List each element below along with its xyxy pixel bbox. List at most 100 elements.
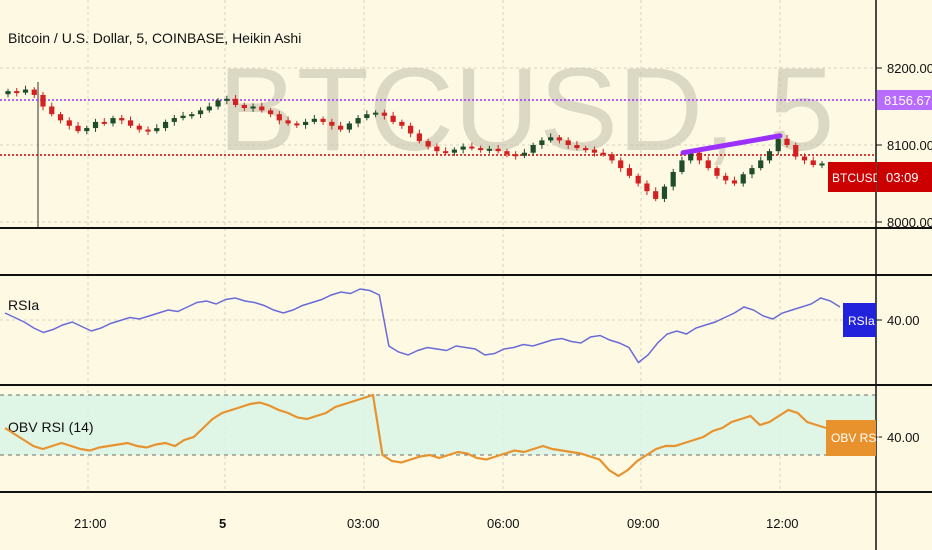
candle-body	[425, 141, 431, 147]
time-label-0600: 06:00	[487, 516, 520, 531]
candle-body	[127, 120, 134, 126]
candle-body	[784, 138, 790, 145]
candle-body	[294, 123, 300, 126]
price-label-8000: 8000.00	[887, 215, 932, 230]
obv-scale-label: 40.00	[887, 430, 920, 445]
candle-body	[548, 137, 554, 141]
candle-body	[521, 152, 528, 156]
purple-level-badge[interactable]	[877, 90, 932, 110]
btcusd-symbol-badge-text: BTCUSD	[832, 171, 882, 185]
candle-body	[241, 104, 247, 109]
candle-body	[364, 114, 370, 119]
rsia-scale[interactable]: 40.00 RSIa	[843, 303, 920, 337]
candle-body	[180, 115, 186, 119]
time-label-2100: 21:00	[74, 516, 107, 531]
obv-rsi-badge-text: OBV RSI	[831, 431, 880, 445]
time-label-day-5: 5	[219, 516, 226, 531]
time-label-0300: 03:00	[347, 516, 380, 531]
candle-body	[136, 125, 142, 130]
candle-body	[145, 129, 151, 132]
candle-body	[338, 125, 344, 130]
time-label-0900: 09:00	[627, 516, 660, 531]
price-scale[interactable]: 8200.00 8100.00 8000.00 8156.67 BTCUSD 0…	[828, 61, 932, 230]
candle-body	[259, 106, 265, 111]
candle-body	[66, 120, 72, 126]
candle-body	[460, 146, 466, 150]
heikin-ashi-candles	[5, 85, 825, 202]
candle-body	[530, 145, 536, 153]
obv-rsi-scale[interactable]: 40.00 OBV RSI	[826, 420, 920, 456]
candle-body	[486, 148, 492, 151]
candle-body	[302, 121, 309, 125]
candle-body	[513, 154, 519, 157]
candle-body	[215, 100, 221, 107]
candle-body	[618, 160, 624, 169]
candle-body	[451, 149, 457, 153]
candle-body	[714, 168, 720, 176]
candle-body	[591, 149, 598, 153]
candle-body	[731, 180, 738, 184]
candle-body	[626, 168, 633, 176]
price-label-8100: 8100.00	[887, 138, 932, 153]
time-axis[interactable]: 21:00 5 03:00 06:00 09:00 12:00	[74, 516, 799, 531]
candle-body	[775, 138, 781, 152]
btcusd-symbol-badge[interactable]	[828, 162, 876, 192]
candle-body	[381, 112, 387, 116]
candle-body	[329, 121, 335, 126]
candle-body	[443, 151, 449, 154]
candle-body	[22, 89, 29, 93]
candle-body	[5, 91, 11, 95]
candle-body	[206, 106, 212, 111]
candle-body	[609, 154, 615, 161]
obv-rsi-series-line	[4, 393, 827, 478]
candle-body	[110, 118, 116, 124]
rsia-pane[interactable]: RSIa	[0, 288, 876, 364]
candle-body	[661, 186, 668, 199]
candle-body	[154, 128, 160, 132]
candle-body	[469, 146, 475, 149]
btcusd-timer-badge[interactable]	[877, 162, 932, 192]
rsia-scale-label: 40.00	[887, 313, 920, 328]
candle-body	[40, 94, 46, 107]
candle-body	[355, 118, 361, 124]
rsia-series-line	[4, 288, 841, 364]
candle-body	[801, 156, 808, 161]
candle-body	[31, 89, 37, 95]
candle-body	[740, 174, 746, 184]
candle-body	[565, 140, 571, 145]
candle-body	[793, 145, 799, 157]
rsia-pane-title: RSIa	[8, 297, 39, 313]
candle-body	[162, 121, 169, 129]
candle-body	[583, 148, 589, 151]
candle-body	[688, 152, 694, 161]
obv-rsi-pane[interactable]: OBV RSI (14)	[0, 393, 876, 478]
candle-body	[92, 121, 99, 129]
candle-body	[390, 115, 396, 122]
candle-body	[635, 175, 641, 184]
candle-body	[600, 152, 606, 155]
main-price-pane[interactable]: BTCUSD, 5 Bitcoin / U.S. Dollar, 5, COIN…	[0, 30, 876, 228]
candle-body	[57, 114, 64, 121]
candle-body	[189, 114, 195, 117]
candle-body	[478, 148, 484, 151]
rsia-badge[interactable]	[843, 303, 876, 337]
candle-body	[49, 106, 55, 115]
candle-body	[539, 140, 545, 145]
candle-body	[346, 123, 352, 130]
rsia-badge-text: RSIa	[848, 314, 875, 328]
candle-body	[574, 145, 580, 149]
candle-body	[644, 183, 650, 192]
candle-body	[232, 98, 239, 105]
candle-body	[320, 118, 326, 122]
candle-body	[504, 151, 510, 155]
candle-body	[276, 114, 282, 121]
purple-level-badge-text: 8156.67	[884, 93, 931, 108]
candle-body	[101, 121, 107, 124]
obv-rsi-badge[interactable]	[826, 420, 876, 456]
candle-body	[670, 171, 676, 187]
time-label-1200: 12:00	[766, 516, 799, 531]
purple-trendline[interactable]	[680, 133, 783, 156]
candle-body	[408, 125, 414, 134]
candle-body	[171, 118, 177, 122]
